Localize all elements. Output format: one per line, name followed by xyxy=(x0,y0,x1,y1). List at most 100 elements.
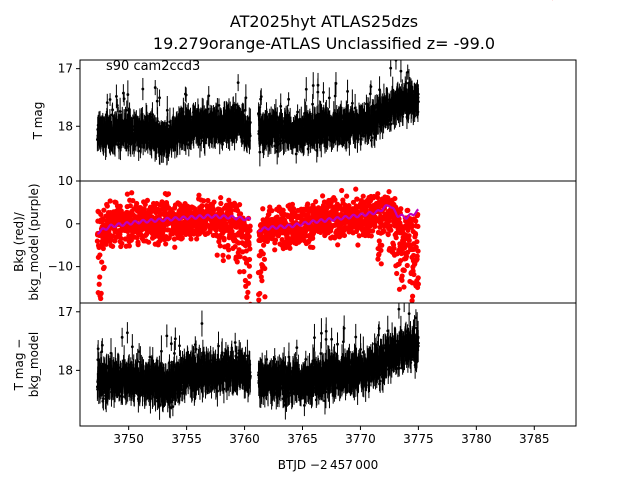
data-point xyxy=(278,142,282,145)
data-point xyxy=(137,131,141,135)
data-point xyxy=(279,104,283,108)
bkg-point xyxy=(163,241,169,247)
data-point xyxy=(404,81,408,85)
data-point xyxy=(143,136,147,139)
data-point xyxy=(265,115,269,119)
bkg-point xyxy=(98,290,104,296)
data-point xyxy=(118,110,122,113)
data-point xyxy=(401,112,405,116)
data-point xyxy=(142,131,146,135)
data-point xyxy=(106,121,109,125)
data-point xyxy=(234,132,238,136)
data-point xyxy=(184,128,188,132)
data-point xyxy=(206,113,210,116)
data-point xyxy=(286,116,290,120)
data-point xyxy=(311,102,315,106)
data-point xyxy=(218,139,222,143)
bkg-point xyxy=(211,199,217,205)
data-point xyxy=(369,124,373,128)
data-point xyxy=(155,99,159,103)
data-point xyxy=(327,117,330,121)
y-tick-label: 18 xyxy=(58,119,73,133)
data-point xyxy=(322,124,326,128)
bkg-point xyxy=(97,252,103,258)
data-point xyxy=(157,145,161,149)
data-point xyxy=(343,125,347,129)
data-point xyxy=(369,138,373,142)
data-point xyxy=(158,148,161,152)
data-point xyxy=(198,143,202,146)
data-point xyxy=(307,125,311,129)
bkg-point xyxy=(192,206,198,212)
data-point xyxy=(149,146,153,149)
bkg-point xyxy=(98,211,104,218)
data-point xyxy=(323,121,326,125)
data-point xyxy=(105,101,109,105)
bkg-point xyxy=(246,242,252,248)
data-point xyxy=(104,137,108,141)
bkg-point xyxy=(96,281,102,287)
data-point xyxy=(308,120,311,124)
data-point xyxy=(219,116,223,120)
data-point xyxy=(179,118,183,122)
data-point xyxy=(351,115,355,118)
data-point xyxy=(105,118,109,122)
data-point xyxy=(274,122,278,126)
data-point xyxy=(396,92,400,96)
data-point xyxy=(305,116,309,120)
bkg-point xyxy=(214,252,220,258)
data-point xyxy=(174,136,177,139)
bkg-point xyxy=(245,280,251,286)
data-point xyxy=(182,132,185,136)
data-point xyxy=(236,81,240,85)
data-point xyxy=(111,108,114,112)
data-point xyxy=(416,84,419,88)
data-point xyxy=(311,84,315,87)
data-point xyxy=(118,119,122,123)
data-point xyxy=(341,121,345,125)
data-point xyxy=(231,116,235,120)
data-point xyxy=(207,94,211,98)
data-point xyxy=(411,112,415,116)
data-point xyxy=(283,117,287,121)
data-point xyxy=(281,119,284,123)
data-point xyxy=(326,138,330,142)
data-point xyxy=(297,135,301,138)
y-tick-label: 10 xyxy=(58,174,73,188)
bkg-point xyxy=(119,240,125,247)
bkg-point xyxy=(246,256,253,263)
data-point xyxy=(359,137,363,141)
bkg-point xyxy=(235,240,242,246)
data-point xyxy=(248,139,251,143)
data-point xyxy=(382,121,385,125)
data-point xyxy=(373,114,377,118)
bkg-point xyxy=(246,263,252,269)
data-point xyxy=(401,104,405,108)
data-point xyxy=(165,153,169,157)
data-point xyxy=(141,87,145,91)
data-point xyxy=(126,93,130,96)
data-point xyxy=(187,143,191,146)
data-point xyxy=(389,66,393,70)
data-point xyxy=(170,133,174,137)
data-point xyxy=(137,149,141,153)
data-point xyxy=(415,88,419,92)
bkg-point xyxy=(117,203,123,209)
data-point xyxy=(244,96,248,100)
data-point xyxy=(115,94,118,98)
data-point xyxy=(188,136,192,139)
y-tick-label: 0 xyxy=(65,217,73,231)
data-point xyxy=(306,122,310,125)
data-point xyxy=(410,89,414,93)
data-point xyxy=(140,123,144,126)
bkg-point xyxy=(237,254,243,260)
data-point xyxy=(207,125,210,129)
data-point xyxy=(416,110,420,114)
bkg-point xyxy=(98,295,104,302)
data-point xyxy=(175,125,178,128)
data-point xyxy=(372,110,375,114)
data-point xyxy=(389,122,393,126)
data-point xyxy=(196,132,200,136)
data-point xyxy=(274,111,278,115)
bkg-point xyxy=(201,198,207,204)
